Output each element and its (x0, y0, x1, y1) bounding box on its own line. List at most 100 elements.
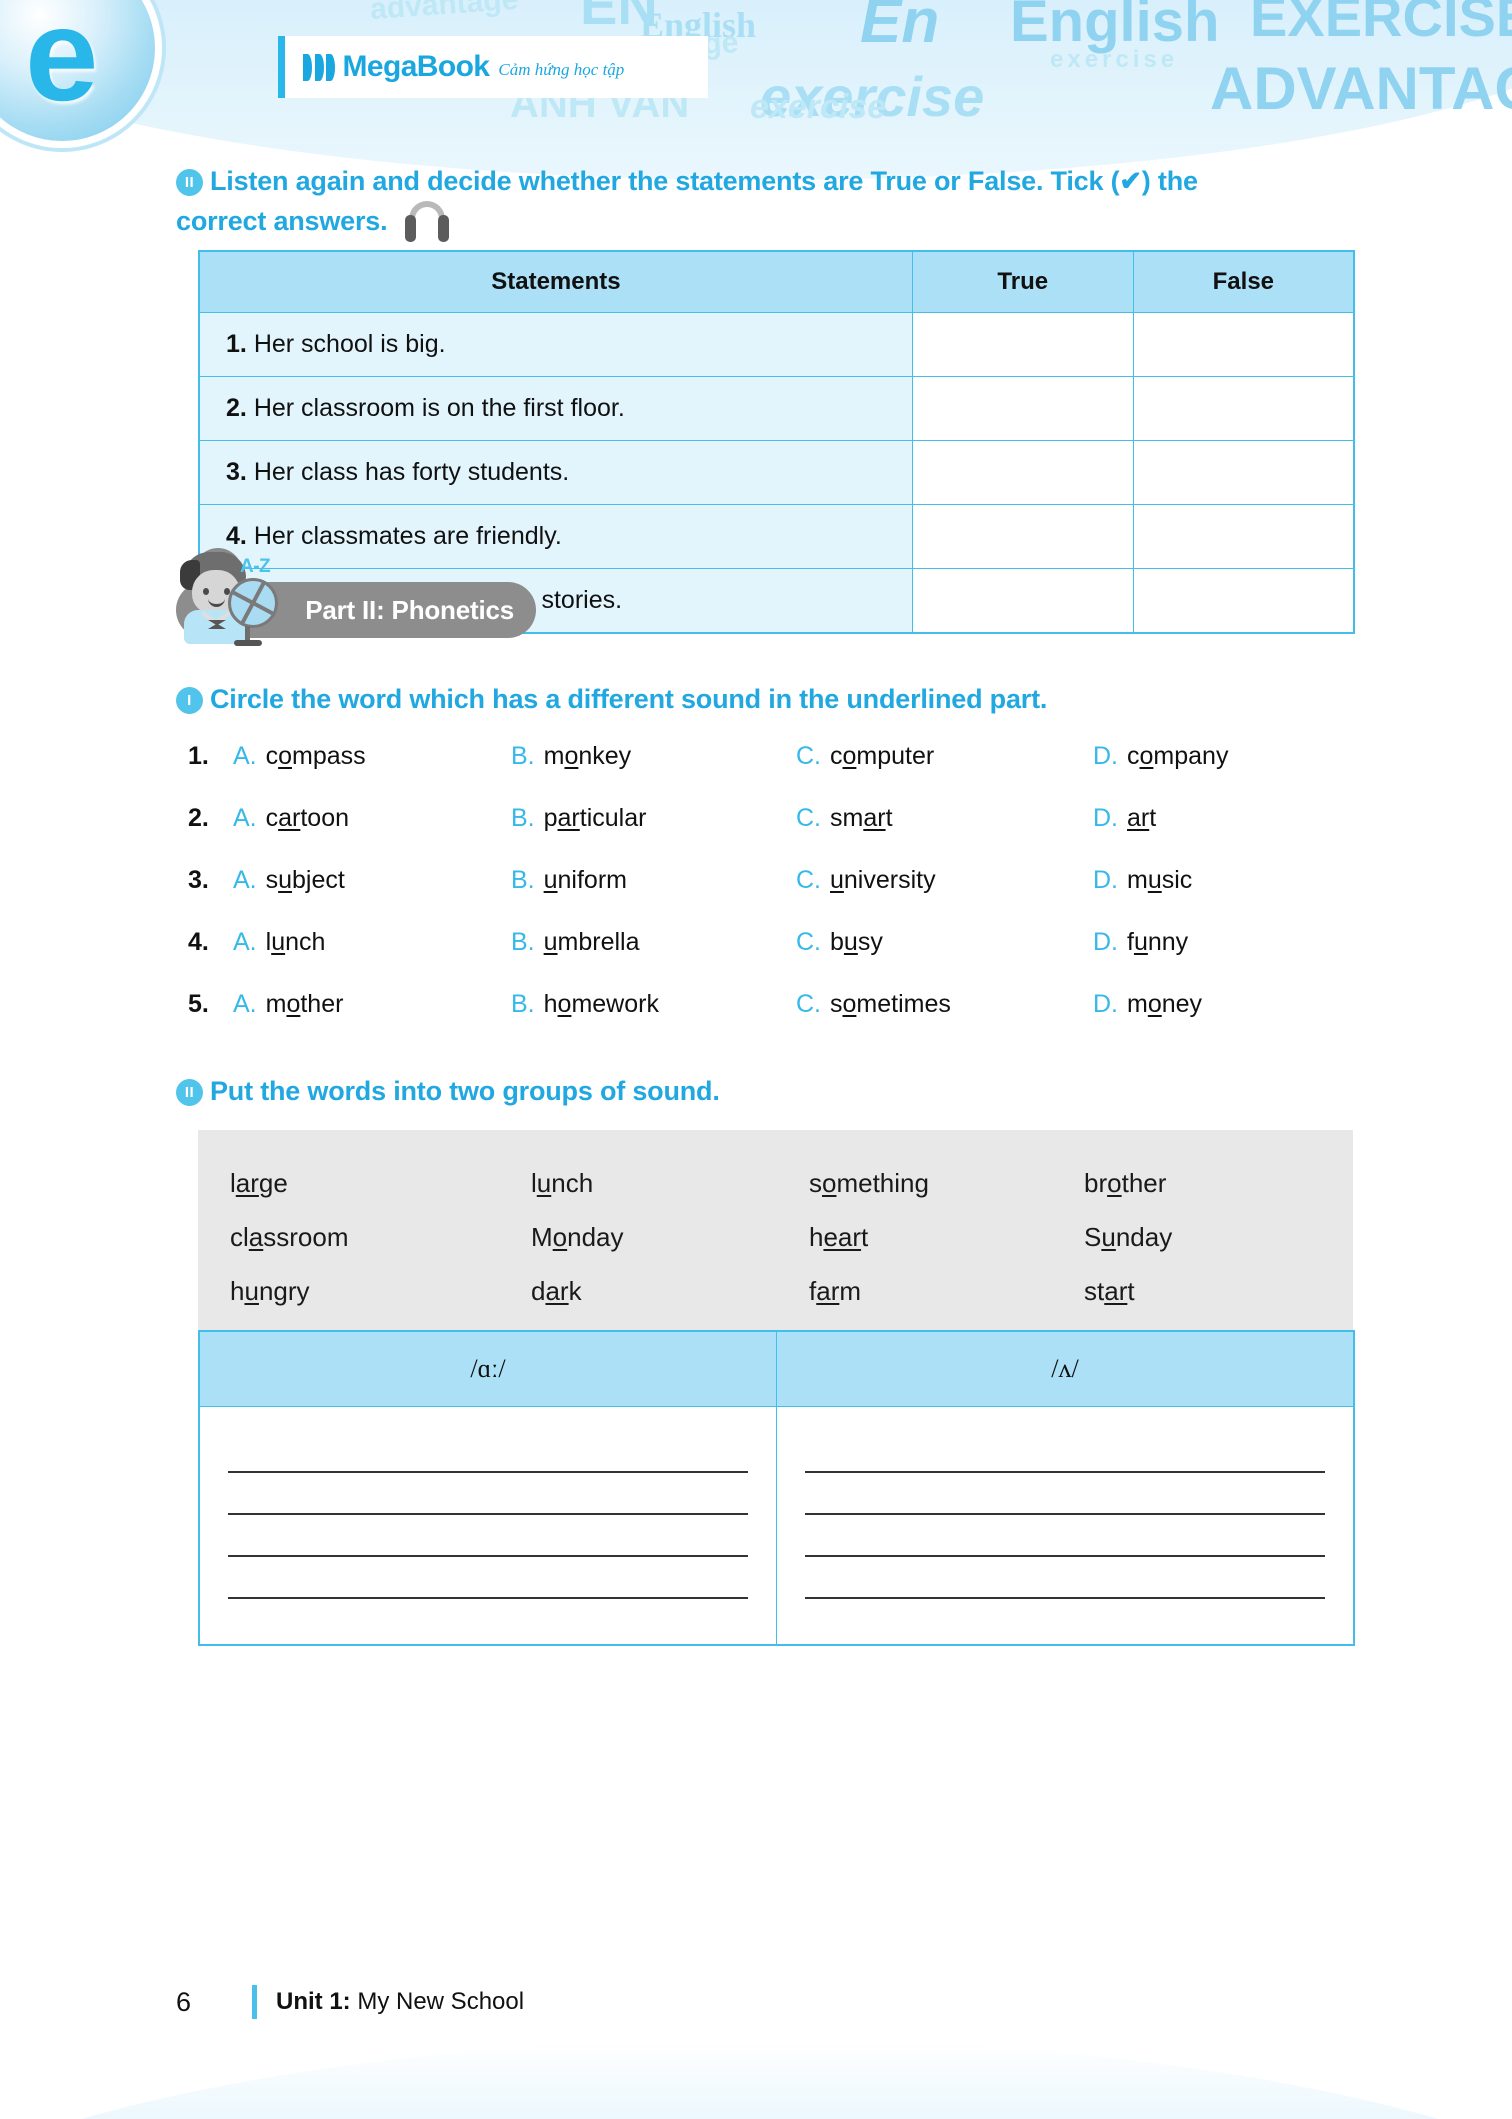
option-c[interactable]: C. s o metimes (796, 990, 1093, 1019)
true-answer-cell[interactable] (911, 376, 1134, 441)
column-header-short-u: /ʌ/ (776, 1330, 1355, 1407)
megabook-logo: MegaBook Cảm hứng học tập (278, 36, 708, 98)
option-pre: m (1127, 990, 1148, 1018)
footer-unit-label: Unit 1: (276, 1988, 351, 2015)
false-answer-cell[interactable] (1132, 312, 1355, 377)
statement-text: Her classroom is on the first floor. (253, 394, 625, 422)
answer-line[interactable] (805, 1563, 1325, 1599)
word-item: brother (1084, 1167, 1167, 1198)
answer-line[interactable] (228, 1437, 748, 1473)
listening-exercise-heading: II Listen again and decide whether the st… (176, 162, 1346, 243)
option-pre: c (830, 742, 843, 770)
table-row: 1. Her school is big. (198, 312, 1355, 377)
logo-name: MegaBook (342, 50, 490, 83)
header-curve-decoration (0, 0, 1512, 180)
option-d[interactable]: D. c o mpany (1093, 742, 1353, 771)
table-row: 3. Her class has forty students. (198, 440, 1355, 505)
question-row: 2. A. c ar toon B. p ar ticular C. sm ar t D. ar t (188, 804, 1388, 866)
true-answer-cell[interactable] (911, 312, 1134, 377)
statement-number: 2. (226, 394, 247, 422)
true-answer-cell[interactable] (911, 568, 1134, 634)
option-d[interactable]: D. f u nny (1093, 928, 1353, 957)
word-bank-row: large lunch something brother (198, 1156, 1353, 1210)
option-d[interactable]: D. m u sic (1093, 866, 1353, 895)
option-c[interactable]: C. c o mputer (796, 742, 1093, 771)
option-pre: h (543, 990, 558, 1018)
option-post: mpany (1153, 742, 1229, 770)
answer-line[interactable] (228, 1479, 748, 1515)
option-pre: c (265, 742, 279, 770)
false-answer-cell[interactable] (1132, 440, 1355, 505)
question-number: 4. (188, 928, 209, 956)
option-label: D. (1093, 742, 1118, 770)
option-c[interactable]: C. sm ar t (796, 804, 1093, 833)
false-answer-cell[interactable] (1132, 568, 1355, 634)
option-d[interactable]: D. m o ney (1093, 990, 1353, 1019)
option-c[interactable]: C. b u sy (796, 928, 1093, 957)
option-post: nny (1147, 928, 1189, 956)
false-answer-cell[interactable] (1132, 504, 1355, 569)
option-a[interactable]: A. s u bject (233, 866, 511, 895)
option-label: B. (511, 866, 535, 894)
option-d[interactable]: D. ar t (1093, 804, 1353, 833)
part-ii-label: Part II: Phonetics (305, 594, 514, 625)
option-b[interactable]: B. m o nkey (511, 742, 796, 771)
answer-line[interactable] (228, 1521, 748, 1557)
circle-exercise-heading: I Circle the word which has a different s… (176, 680, 1376, 719)
option-b[interactable]: B. u niform (511, 866, 796, 895)
option-post: t (885, 804, 893, 832)
word-item: Monday (531, 1221, 624, 1252)
option-post: mputer (856, 742, 935, 770)
option-pre: m (265, 990, 287, 1018)
word-item: lunch (531, 1167, 594, 1198)
answer-cell-long-a[interactable] (198, 1406, 777, 1645)
option-pre: p (543, 804, 558, 832)
word-item: heart (809, 1221, 869, 1252)
question-number: 5. (188, 990, 209, 1018)
option-a[interactable]: A. m o ther (233, 990, 511, 1019)
option-a[interactable]: A. l u nch (233, 928, 511, 957)
option-post: ney (1161, 990, 1203, 1018)
footer-unit-text: Unit 1: My New School (276, 1988, 524, 2016)
option-label: D. (1093, 928, 1118, 956)
word-item: classroom (230, 1221, 349, 1252)
answer-line[interactable] (805, 1521, 1325, 1557)
option-b[interactable]: B. p ar ticular (511, 804, 796, 833)
option-label: C. (796, 990, 821, 1018)
word-item: large (230, 1167, 288, 1198)
table-header-row: Statements True False (198, 250, 1355, 313)
option-a[interactable]: A. c ar toon (233, 804, 511, 833)
option-label: C. (796, 742, 821, 770)
answer-line[interactable] (805, 1479, 1325, 1515)
option-label: D. (1093, 804, 1118, 832)
option-post: bject (292, 866, 345, 894)
option-label: C. (796, 804, 821, 832)
listening-instruction-line2: correct answers. (176, 206, 388, 237)
option-underlined: u (830, 866, 844, 894)
exercise-number-badge: II (176, 1079, 203, 1106)
option-b[interactable]: B. u mbrella (511, 928, 796, 957)
word-item: farm (809, 1275, 862, 1306)
word-bank: large lunch something brother classroom … (198, 1130, 1353, 1346)
word-bank-row: classroom Monday heart Sunday (198, 1210, 1353, 1264)
answer-cell-short-u[interactable] (776, 1406, 1355, 1645)
groups-instruction: Put the words into two groups of sound. (210, 1076, 720, 1106)
option-pre: sm (830, 804, 864, 832)
option-a[interactable]: A. c o mpass (233, 742, 511, 771)
option-label: D. (1093, 866, 1118, 894)
answer-line[interactable] (228, 1563, 748, 1599)
option-b[interactable]: B. h o mework (511, 990, 796, 1019)
headphones-icon (404, 201, 450, 243)
true-answer-cell[interactable] (911, 440, 1134, 505)
statement-cell: 1. Her school is big. (198, 312, 913, 377)
option-c[interactable]: C. u niversity (796, 866, 1093, 895)
option-underlined: o (842, 990, 857, 1018)
a-z-label: A-Z (240, 556, 271, 577)
option-label: A. (233, 866, 257, 894)
page-number: 6 (176, 1986, 192, 2017)
question-row: 3. A. s u bject B. u niform C. u niversity D. m u… (188, 866, 1388, 928)
answer-line[interactable] (805, 1437, 1325, 1473)
true-answer-cell[interactable] (911, 504, 1134, 569)
option-underlined: o (564, 742, 579, 770)
false-answer-cell[interactable] (1132, 376, 1355, 441)
